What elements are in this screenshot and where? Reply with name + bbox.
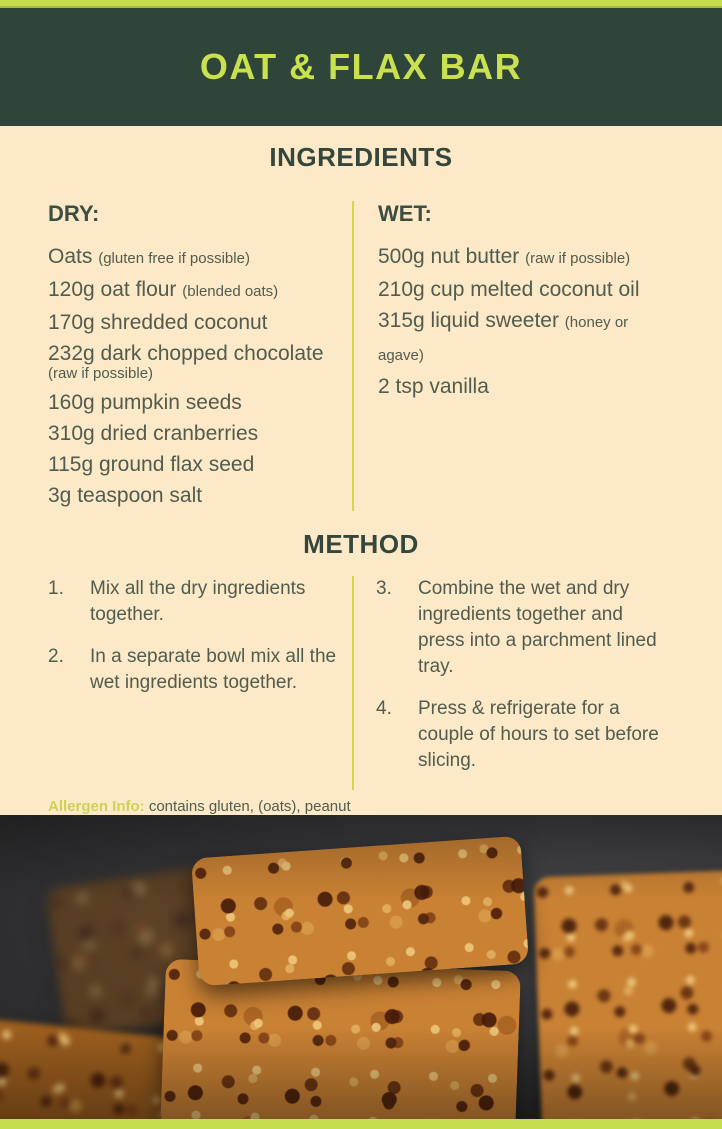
wet-heading: WET: [378,201,432,226]
method-steps-left: 1. Mix all the dry ingredients together.… [48,576,361,790]
allergen-text: contains gluten, (oats), peanut [148,798,351,815]
step-number: 3. [376,578,392,599]
method-steps-right: 3. Combine the wet and dry ingredients t… [352,576,674,790]
page-title: OAT & FLAX BAR [199,46,523,87]
list-item: 170g shredded coconut [48,311,268,334]
list-item: Oats (gluten free if possible) [48,245,250,268]
list-item: 2 tsp vanilla [378,375,489,398]
method-step: 2. In a separate bowl mix all the wet in… [48,644,361,696]
list-item: 210g cup melted coconut oil [378,278,640,301]
wet-ingredients-list: 500g nut butter (raw if possible) 210g c… [378,241,674,402]
step-number: 1. [48,578,64,599]
method-step: 1. Mix all the dry ingredients together. [48,576,361,628]
dry-heading: DRY: [48,201,100,226]
top-accent-strip [0,0,722,8]
list-item: 115g ground flax seed [48,453,255,476]
list-item: 232g dark chopped chocolate (raw if possi… [48,342,324,382]
list-item: 315g liquid sweeter (honey or agave) [378,309,629,364]
allergen-info: Allergen Info: contains gluten, (oats), … [48,798,674,815]
ingredients-heading: INGREDIENTS [269,142,453,172]
step-text: Mix all the dry ingredients together. [90,578,306,625]
step-number: 4. [376,698,392,719]
header-banner: OAT & FLAX BAR [0,8,722,126]
step-number: 2. [48,646,64,667]
recipe-content: INGREDIENTS DRY: Oats (gluten free if po… [0,126,722,815]
list-item: 310g dried cranberries [48,422,259,445]
method-step: 3. Combine the wet and dry ingredients t… [376,576,674,680]
list-item: 160g pumpkin seeds [48,391,242,414]
dry-ingredients-column: DRY: Oats (gluten free if possible) 120g… [48,201,361,511]
step-text: In a separate bowl mix all the wet ingre… [90,646,337,693]
dry-ingredients-list: Oats (gluten free if possible) 120g oat … [48,241,361,511]
step-text: Press & refrigerate for a couple of hour… [418,698,659,771]
list-item: 3g teaspoon salt [48,484,203,507]
step-text: Combine the wet and dry ingredients toge… [418,578,657,677]
bottom-accent-strip [0,1119,722,1129]
wet-ingredients-column: WET: 500g nut butter (raw if possible) 2… [352,201,674,511]
photo-vignette [0,815,722,1119]
list-item: 120g oat flour (blended oats) [48,278,279,301]
list-item: 500g nut butter (raw if possible) [378,245,631,268]
method-columns: 1. Mix all the dry ingredients together.… [48,576,674,790]
method-step: 4. Press & refrigerate for a couple of h… [376,696,674,774]
ingredients-columns: DRY: Oats (gluten free if possible) 120g… [48,201,674,511]
method-heading: METHOD [303,529,419,559]
allergen-label: Allergen Info: [48,798,145,815]
recipe-photo [0,815,722,1119]
